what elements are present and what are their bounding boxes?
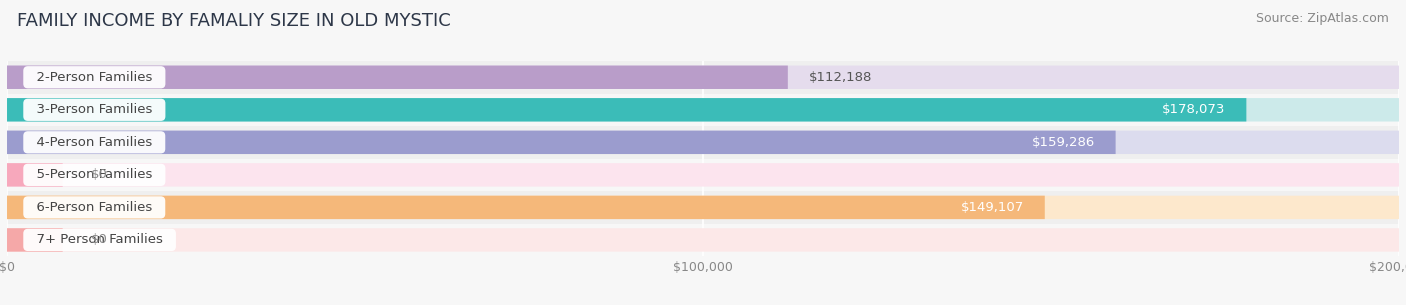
Text: $178,073: $178,073 — [1163, 103, 1226, 116]
FancyBboxPatch shape — [7, 196, 1045, 219]
Bar — [7, 126, 1399, 159]
FancyBboxPatch shape — [7, 98, 1246, 121]
FancyBboxPatch shape — [7, 163, 63, 187]
Bar — [7, 159, 1399, 191]
Text: Source: ZipAtlas.com: Source: ZipAtlas.com — [1256, 12, 1389, 25]
Text: 2-Person Families: 2-Person Families — [28, 71, 160, 84]
Text: $159,286: $159,286 — [1032, 136, 1095, 149]
Text: 7+ Person Families: 7+ Person Families — [28, 233, 172, 246]
Text: $149,107: $149,107 — [960, 201, 1024, 214]
Text: 6-Person Families: 6-Person Families — [28, 201, 160, 214]
Text: $112,188: $112,188 — [808, 71, 872, 84]
Text: FAMILY INCOME BY FAMALIY SIZE IN OLD MYSTIC: FAMILY INCOME BY FAMALIY SIZE IN OLD MYS… — [17, 12, 450, 30]
FancyBboxPatch shape — [7, 228, 63, 252]
Text: 5-Person Families: 5-Person Families — [28, 168, 160, 181]
FancyBboxPatch shape — [7, 228, 1399, 252]
Text: $0: $0 — [90, 233, 107, 246]
FancyBboxPatch shape — [7, 66, 787, 89]
Bar — [7, 94, 1399, 126]
FancyBboxPatch shape — [7, 131, 1399, 154]
FancyBboxPatch shape — [7, 131, 1115, 154]
FancyBboxPatch shape — [7, 66, 1399, 89]
Text: 3-Person Families: 3-Person Families — [28, 103, 160, 116]
FancyBboxPatch shape — [7, 196, 1399, 219]
Bar — [7, 191, 1399, 224]
Text: 4-Person Families: 4-Person Families — [28, 136, 160, 149]
Bar — [7, 224, 1399, 256]
FancyBboxPatch shape — [7, 98, 1399, 121]
FancyBboxPatch shape — [7, 163, 1399, 187]
Text: $0: $0 — [90, 168, 107, 181]
Bar — [7, 61, 1399, 94]
